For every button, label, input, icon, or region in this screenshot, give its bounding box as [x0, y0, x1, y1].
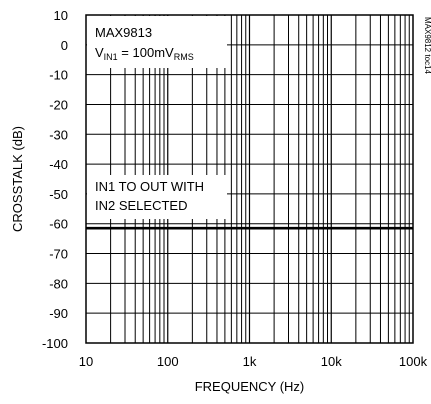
x-tick-label: 100	[157, 354, 179, 369]
y-tick-label: -20	[49, 97, 68, 112]
figure-tag: MAX9812 toc14	[423, 17, 431, 74]
y-tick-label: -90	[49, 306, 68, 321]
annotation-part: MAX9813	[95, 25, 152, 40]
x-axis-title: FREQUENCY (Hz)	[195, 379, 305, 394]
y-tick-label: -80	[49, 276, 68, 291]
y-tick-label: -50	[49, 187, 68, 202]
y-tick-label: 0	[61, 38, 68, 53]
plot-frame	[85, 14, 414, 344]
y-tick-label: -100	[42, 336, 68, 351]
y-axis-title: CROSSTALK (dB)	[10, 126, 25, 232]
annotation-condition-line2: IN2 SELECTED	[95, 198, 187, 213]
vin-subscript: IN1	[104, 52, 118, 62]
x-tick-label: 10	[79, 354, 93, 369]
y-tick-label: 10	[54, 8, 68, 23]
annotation-vin: VIN1 = 100mVRMS	[95, 45, 194, 62]
y-tick-label: -60	[49, 217, 68, 232]
vin-value: = 100mV	[118, 45, 174, 60]
x-tick-label: 10k	[321, 354, 342, 369]
annotation-box-part	[87, 16, 227, 68]
y-tick-label: -40	[49, 157, 68, 172]
x-tick-label: 1k	[243, 354, 257, 369]
y-tick-label: -10	[49, 68, 68, 83]
y-tick-labels: 10 0 -10 -20 -30 -40 -50 -60 -70 -80 -90 -100	[42, 8, 68, 351]
annotation-box-condition	[87, 175, 227, 219]
vin-prefix: V	[95, 45, 104, 60]
y-tick-label: -30	[49, 127, 68, 142]
vin-unit-subscript: RMS	[174, 52, 194, 62]
x-tick-labels: 10 100 1k 10k 100k	[79, 354, 428, 369]
x-tick-label: 100k	[399, 354, 428, 369]
y-tick-label: -70	[49, 247, 68, 262]
annotation-condition-line1: IN1 TO OUT WITH	[95, 179, 204, 194]
